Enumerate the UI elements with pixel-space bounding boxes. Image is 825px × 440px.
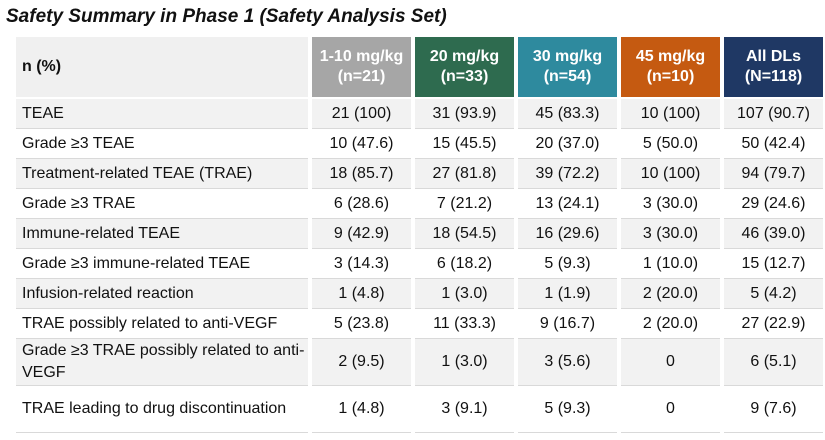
value-cell: 18 (54.5)	[415, 219, 514, 249]
column-header-dose: 30 mg/kg	[532, 48, 603, 65]
value-cell: 7 (21.2)	[415, 189, 514, 219]
column-header-dose: 1-10 mg/kg	[319, 48, 404, 65]
row-label: Infusion-related reaction	[16, 279, 308, 309]
column-header: 20 mg/kg (n=33)	[415, 37, 514, 99]
column-header: 1-10 mg/kg (n=21)	[312, 37, 411, 99]
table-row: Infusion-related reaction 1 (4.8) 1 (3.0) 1…	[16, 279, 823, 309]
value-cell: 2 (20.0)	[621, 309, 720, 339]
row-label: Treatment-related TEAE (TRAE)	[16, 159, 308, 189]
value-cell: 5 (9.3)	[518, 249, 617, 279]
value-cell: 10 (100)	[621, 159, 720, 189]
value-cell: 15 (45.5)	[415, 129, 514, 159]
row-label: Grade ≥3 TRAE	[16, 189, 308, 219]
value-cell: 27 (81.8)	[415, 159, 514, 189]
row-label: TRAE leading to drug discontinuation	[16, 386, 308, 433]
value-cell: 10 (100)	[621, 99, 720, 129]
column-header-n: (n=54)	[543, 68, 592, 85]
value-cell: 18 (85.7)	[312, 159, 411, 189]
value-cell: 1 (10.0)	[621, 249, 720, 279]
table-row: TEAE 21 (100) 31 (93.9) 45 (83.3) 10 (100) 10…	[16, 99, 823, 129]
table-row: Treatment-related TEAE (TRAE) 18 (85.7) 27…	[16, 159, 823, 189]
value-cell: 6 (18.2)	[415, 249, 514, 279]
row-label: TEAE	[16, 99, 308, 129]
value-cell: 5 (50.0)	[621, 129, 720, 159]
value-cell: 9 (42.9)	[312, 219, 411, 249]
value-cell: 27 (22.9)	[724, 309, 823, 339]
column-header-n: (n=33)	[440, 68, 489, 85]
value-cell: 21 (100)	[312, 99, 411, 129]
value-cell: 5 (4.2)	[724, 279, 823, 309]
row-label: Grade ≥3 immune-related TEAE	[16, 249, 308, 279]
row-label: TRAE possibly related to anti-VEGF	[16, 309, 308, 339]
value-cell: 6 (5.1)	[724, 339, 823, 386]
value-cell: 2 (9.5)	[312, 339, 411, 386]
table-row: Immune-related TEAE 9 (42.9) 18 (54.5) 16 (…	[16, 219, 823, 249]
table-row: TRAE possibly related to anti-VEGF 5 (23.…	[16, 309, 823, 339]
column-header: 30 mg/kg (n=54)	[518, 37, 617, 99]
value-cell: 5 (23.8)	[312, 309, 411, 339]
value-cell: 1 (3.0)	[415, 279, 514, 309]
value-cell: 20 (37.0)	[518, 129, 617, 159]
table-row: Grade ≥3 TEAE 10 (47.6) 15 (45.5) 20 (37.0)…	[16, 129, 823, 159]
value-cell: 1 (4.8)	[312, 279, 411, 309]
value-cell: 39 (72.2)	[518, 159, 617, 189]
value-cell: 9 (7.6)	[724, 386, 823, 433]
value-cell: 3 (14.3)	[312, 249, 411, 279]
value-cell: 16 (29.6)	[518, 219, 617, 249]
table-row: Grade ≥3 immune-related TEAE 3 (14.3) 6 (1…	[16, 249, 823, 279]
column-header: All DLs (N=118)	[724, 37, 823, 99]
column-header-dose: All DLs	[745, 48, 802, 65]
table-header-row: n (%) 1-10 mg/kg (n=21) 20 mg/kg (n=33) …	[16, 37, 823, 99]
safety-summary-table: n (%) 1-10 mg/kg (n=21) 20 mg/kg (n=33) …	[12, 37, 825, 433]
table-body: TEAE 21 (100) 31 (93.9) 45 (83.3) 10 (100) 10…	[16, 99, 823, 433]
value-cell: 1 (3.0)	[415, 339, 514, 386]
table-row: TRAE leading to drug discontinuation 1 (4…	[16, 386, 823, 433]
column-header: 45 mg/kg (n=10)	[621, 37, 720, 99]
value-cell: 11 (33.3)	[415, 309, 514, 339]
table-row: Grade ≥3 TRAE 6 (28.6) 7 (21.2) 13 (24.1) 3 …	[16, 189, 823, 219]
column-header-dose: 45 mg/kg	[635, 48, 706, 65]
row-label: Immune-related TEAE	[16, 219, 308, 249]
value-cell: 1 (4.8)	[312, 386, 411, 433]
value-cell: 50 (42.4)	[724, 129, 823, 159]
value-cell: 3 (9.1)	[415, 386, 514, 433]
value-cell: 3 (30.0)	[621, 189, 720, 219]
page-title: Safety Summary in Phase 1 (Safety Analys…	[6, 6, 447, 27]
value-cell: 107 (90.7)	[724, 99, 823, 129]
value-cell: 45 (83.3)	[518, 99, 617, 129]
value-cell: 13 (24.1)	[518, 189, 617, 219]
value-cell: 0	[621, 386, 720, 433]
value-cell: 0	[621, 339, 720, 386]
value-cell: 31 (93.9)	[415, 99, 514, 129]
row-label-header: n (%)	[16, 37, 308, 99]
value-cell: 1 (1.9)	[518, 279, 617, 309]
value-cell: 46 (39.0)	[724, 219, 823, 249]
value-cell: 94 (79.7)	[724, 159, 823, 189]
value-cell: 15 (12.7)	[724, 249, 823, 279]
column-header-n: (n=21)	[337, 68, 386, 85]
value-cell: 2 (20.0)	[621, 279, 720, 309]
value-cell: 3 (5.6)	[518, 339, 617, 386]
value-cell: 29 (24.6)	[724, 189, 823, 219]
column-header-n: (n=10)	[646, 68, 695, 85]
column-header-dose: 20 mg/kg	[429, 48, 500, 65]
value-cell: 10 (47.6)	[312, 129, 411, 159]
value-cell: 9 (16.7)	[518, 309, 617, 339]
row-label: Grade ≥3 TEAE	[16, 129, 308, 159]
value-cell: 3 (30.0)	[621, 219, 720, 249]
row-label: Grade ≥3 TRAE possibly related to anti-V…	[16, 339, 308, 386]
column-header-n: (N=118)	[744, 68, 803, 85]
value-cell: 6 (28.6)	[312, 189, 411, 219]
table-row: Grade ≥3 TRAE possibly related to anti-V…	[16, 339, 823, 386]
value-cell: 5 (9.3)	[518, 386, 617, 433]
